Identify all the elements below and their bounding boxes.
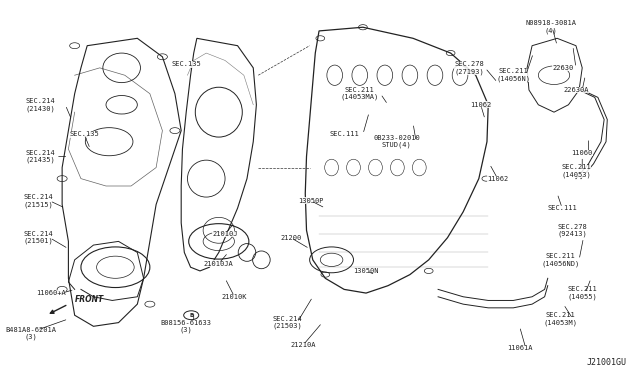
Text: SEC.211
(14056ND): SEC.211 (14056ND) — [541, 253, 579, 267]
Text: 11060: 11060 — [572, 150, 593, 156]
Text: 0B233-02010
STUD(4): 0B233-02010 STUD(4) — [373, 135, 420, 148]
Text: SEC.214
(21435): SEC.214 (21435) — [26, 150, 55, 163]
Text: B: B — [189, 313, 193, 318]
Text: 11061A: 11061A — [507, 346, 532, 352]
Text: SEC.214
(21501): SEC.214 (21501) — [24, 231, 53, 244]
Text: 22630: 22630 — [553, 65, 574, 71]
Text: SEC.278
(27193): SEC.278 (27193) — [454, 61, 484, 75]
Text: SEC.135: SEC.135 — [69, 131, 99, 137]
Text: 21010J: 21010J — [212, 231, 238, 237]
Text: SEC.211
(14053MA): SEC.211 (14053MA) — [340, 87, 379, 100]
Text: 21210A: 21210A — [291, 342, 316, 348]
Text: N08918-3081A
(4): N08918-3081A (4) — [525, 20, 577, 34]
Text: 11062: 11062 — [487, 176, 508, 182]
Text: 11062: 11062 — [470, 102, 492, 108]
Text: SEC.214
(21515): SEC.214 (21515) — [24, 194, 53, 208]
Text: 21010K: 21010K — [221, 294, 247, 300]
Text: 11060+A: 11060+A — [36, 290, 66, 296]
Text: 21200: 21200 — [280, 235, 301, 241]
Text: SEC.211
(14055): SEC.211 (14055) — [567, 286, 597, 300]
Text: SEC.214
(21503): SEC.214 (21503) — [273, 316, 303, 329]
Text: SEC.111: SEC.111 — [329, 131, 359, 137]
Text: SEC.135: SEC.135 — [172, 61, 201, 67]
Text: SEC.214
(21430): SEC.214 (21430) — [26, 98, 55, 112]
Text: FRONT: FRONT — [75, 295, 104, 304]
Text: SEC.278
(92413): SEC.278 (92413) — [558, 224, 588, 237]
Text: B481A8-6201A
(3): B481A8-6201A (3) — [5, 327, 56, 340]
Text: SEC.111: SEC.111 — [547, 205, 577, 211]
Text: SEC.211
(14053): SEC.211 (14053) — [561, 164, 591, 178]
Text: 13050N: 13050N — [353, 268, 379, 274]
Text: 22630A: 22630A — [563, 87, 589, 93]
Text: 13050P: 13050P — [298, 198, 324, 204]
Text: SEC.211
(14053M): SEC.211 (14053M) — [543, 312, 577, 326]
Text: SEC.211
(14056N): SEC.211 (14056N) — [496, 68, 531, 82]
Text: B08156-61633
(3): B08156-61633 (3) — [161, 320, 212, 333]
Text: J21001GU: J21001GU — [586, 358, 626, 367]
Text: 21010JA: 21010JA — [204, 260, 234, 266]
